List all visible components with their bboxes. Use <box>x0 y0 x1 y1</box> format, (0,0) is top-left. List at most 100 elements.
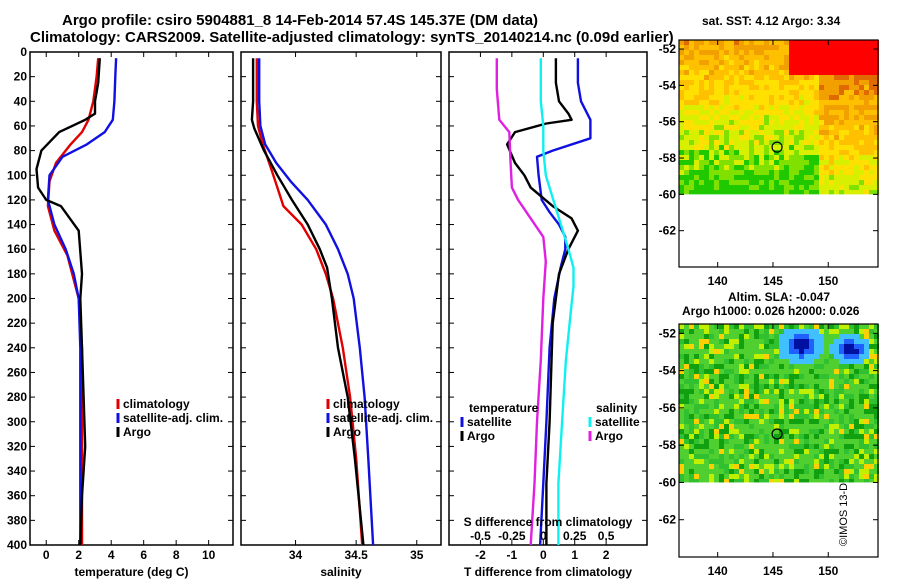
map-cell <box>849 324 854 329</box>
map-cell <box>844 409 849 414</box>
map-cell <box>839 45 844 50</box>
map-cell <box>694 180 699 185</box>
map-cell <box>779 439 784 444</box>
map-cell <box>814 90 819 95</box>
map-cell <box>874 190 879 195</box>
map-cell <box>864 160 869 165</box>
map-cell <box>824 185 829 190</box>
map-cell <box>809 384 814 389</box>
map-cell <box>704 125 709 130</box>
map-cell <box>839 414 844 419</box>
map-cell <box>749 180 754 185</box>
map-cell <box>704 459 709 464</box>
map-cell <box>814 479 819 483</box>
map-cell <box>824 384 829 389</box>
map-cell <box>804 110 809 115</box>
map-cell <box>859 474 864 479</box>
map-cell <box>779 150 784 155</box>
map-cell <box>789 404 794 409</box>
map-cell <box>684 180 689 185</box>
map-cell <box>734 399 739 404</box>
map-cell <box>784 429 789 434</box>
map-cell <box>734 165 739 170</box>
map-cell <box>714 374 719 379</box>
map-cell <box>754 170 759 175</box>
map-cell <box>754 60 759 65</box>
map-cell <box>739 75 744 80</box>
map-cell <box>744 469 749 474</box>
map-cell <box>734 80 739 85</box>
map-cell <box>704 135 709 140</box>
map-cell <box>794 379 799 384</box>
map-cell <box>854 369 859 374</box>
map-cell <box>784 65 789 70</box>
map-cell <box>829 414 834 419</box>
map-cell <box>834 404 839 409</box>
map-cell <box>704 175 709 180</box>
map-cell <box>834 180 839 185</box>
series-line-temperature-satellite <box>535 58 592 546</box>
map-cell <box>764 429 769 434</box>
map-cell <box>679 384 684 389</box>
map-cell <box>814 324 819 329</box>
map-cell <box>814 329 819 334</box>
map-cell <box>689 449 694 454</box>
map-cell <box>689 120 694 125</box>
map-cell <box>829 40 834 45</box>
map-cell <box>769 105 774 110</box>
map-cell <box>854 474 859 479</box>
map-cell <box>844 374 849 379</box>
map-cell <box>679 85 684 90</box>
map-cell <box>709 434 714 439</box>
map-cell <box>794 424 799 429</box>
map-cell <box>849 85 854 90</box>
map-cell <box>759 100 764 105</box>
map-cell <box>864 454 869 459</box>
map-cell <box>839 160 844 165</box>
map-cell <box>784 369 789 374</box>
map-cell <box>744 85 749 90</box>
map-cell <box>869 160 874 165</box>
map-cell <box>789 444 794 449</box>
map-cell <box>869 105 874 110</box>
map-cell <box>839 404 844 409</box>
map-cell <box>794 354 799 359</box>
map-x-tick-label: 150 <box>818 274 838 288</box>
map-cell <box>759 55 764 60</box>
map-cell <box>874 40 879 45</box>
map-cell <box>874 145 879 150</box>
map-cell <box>689 339 694 344</box>
map-cell <box>769 80 774 85</box>
map-cell <box>789 369 794 374</box>
map-cell <box>714 65 719 70</box>
map-cell <box>734 190 739 195</box>
map-cell <box>719 140 724 145</box>
map-cell <box>764 444 769 449</box>
series-line-argo <box>250 58 365 546</box>
map-cell <box>759 344 764 349</box>
map-cell <box>754 115 759 120</box>
map-cell <box>804 379 809 384</box>
map-cell <box>719 429 724 434</box>
map-cell <box>829 439 834 444</box>
map-cell <box>754 185 759 190</box>
map-y-tick-label: -60 <box>659 475 677 489</box>
map-cell <box>774 170 779 175</box>
map-cell <box>779 135 784 140</box>
map-cell <box>734 349 739 354</box>
map-cell <box>829 125 834 130</box>
map-cell <box>859 329 864 334</box>
map-cell <box>799 324 804 329</box>
map-cell <box>789 329 794 334</box>
map-cell <box>679 90 684 95</box>
map-cell <box>844 70 849 75</box>
series-line-climatology <box>46 58 100 545</box>
map-cell <box>739 105 744 110</box>
map-cell <box>739 374 744 379</box>
sla-map-title: Altim. SLA: -0.047 <box>728 290 831 304</box>
map-cell <box>744 40 749 45</box>
map-cell <box>819 394 824 399</box>
salinity-diff-tick-label: 0.25 <box>563 529 587 543</box>
map-cell <box>839 90 844 95</box>
map-cell <box>714 399 719 404</box>
